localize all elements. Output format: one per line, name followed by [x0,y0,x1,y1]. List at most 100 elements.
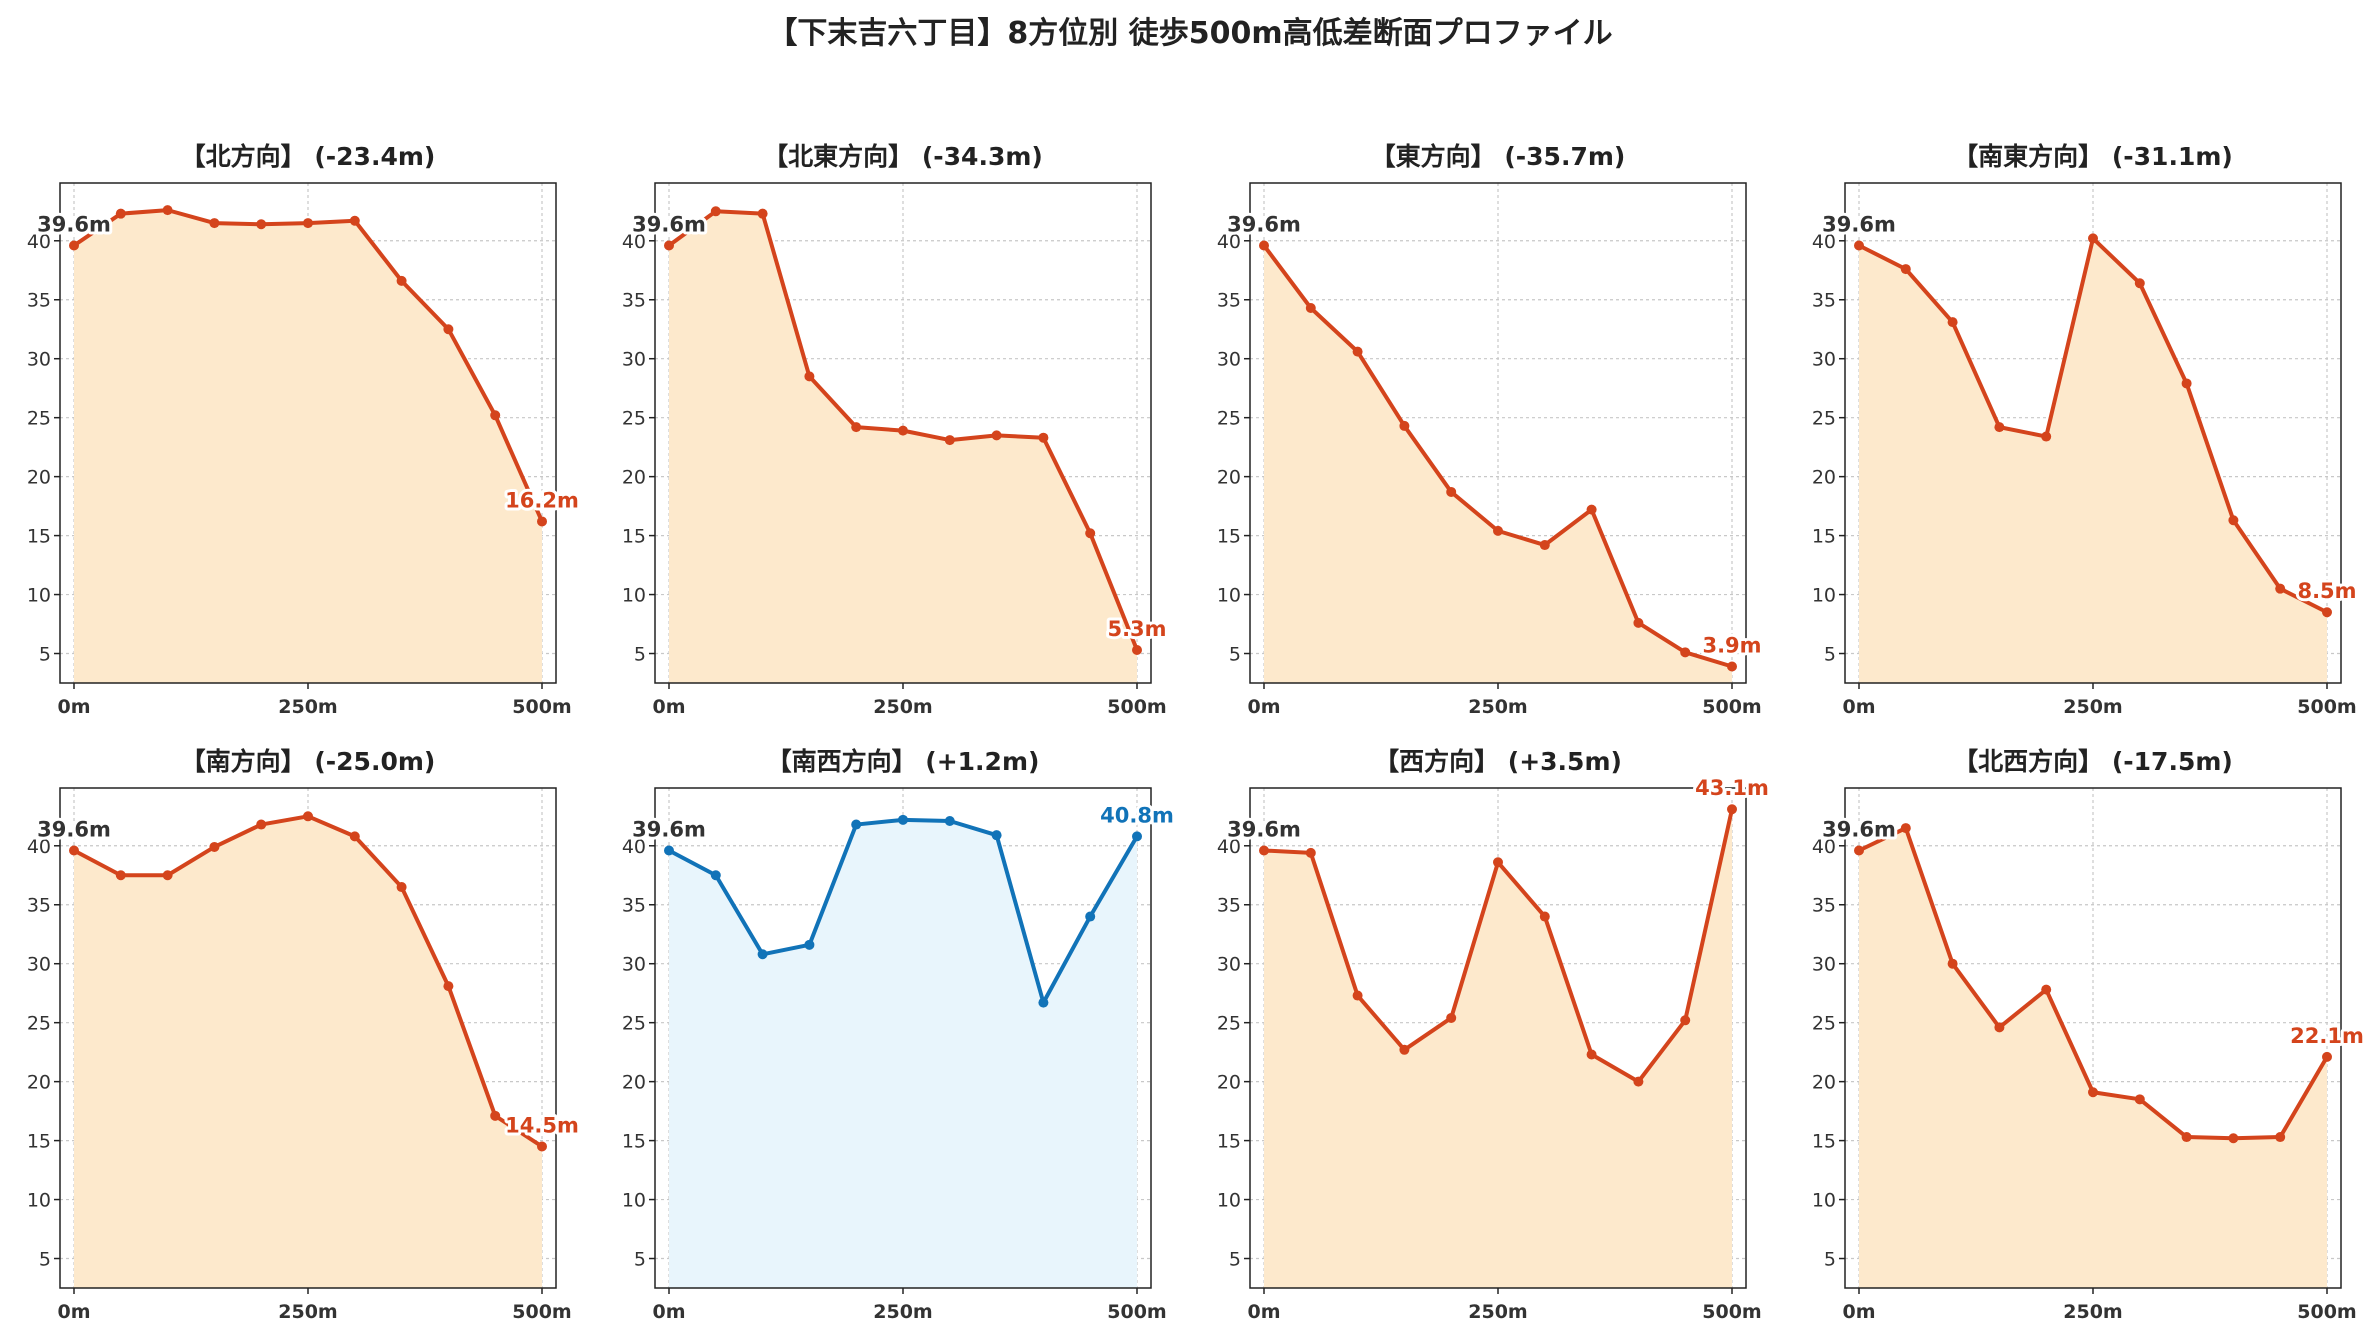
y-tick-label: 10 [27,1190,51,1212]
panel-title: 【北東方向】 (-34.3m) [763,142,1043,171]
figure-title: 【下末吉六丁目】8方位別 徒歩500m高低差断面プロファイル [767,16,1613,51]
profile-point [1994,1022,2005,1033]
y-tick-label: 20 [1217,1072,1241,1094]
end-elevation-label: 43.1m [1695,776,1769,800]
profile-point [2228,1133,2239,1144]
y-tick-label: 15 [1217,1131,1241,1153]
end-elevation-label: 40.8m [1100,803,1174,827]
profile-area-fill [669,211,1137,683]
y-tick-label: 40 [622,836,646,858]
x-tick-label: 250m [278,1301,337,1323]
profile-point [2088,1087,2098,1098]
profile-point [69,240,79,251]
y-tick-label: 5 [1229,644,1241,666]
profile-point [944,816,955,827]
y-tick-label: 20 [27,1072,51,1094]
profile-area-fill [74,210,542,684]
profile-point [2228,515,2239,526]
y-tick-label: 20 [1217,467,1241,489]
profile-point [1038,997,1049,1008]
profile-point [115,208,126,219]
x-tick-label: 250m [2063,1301,2122,1323]
profile-point [1305,303,1316,313]
profile-point [490,1110,501,1121]
y-tick-label: 5 [39,1249,51,1271]
profile-point [1727,661,1737,672]
profile-point [1446,486,1457,497]
y-tick-label: 30 [27,349,51,371]
x-tick-label: 0m [57,1301,90,1323]
profile-panel-4: 5 10 15 20 25 30 35 40 0m 250m 500m 【南東方向】 (-31.1m)… [1812,142,2360,718]
y-tick-label: 40 [27,231,51,253]
y-tick-label: 35 [1217,290,1241,312]
profile-point [1947,958,1958,969]
profile-point [1994,422,2005,433]
profile-point [1132,831,1142,842]
x-tick-label: 500m [1107,1301,1166,1323]
y-tick-label: 5 [634,1249,646,1271]
profile-panel-3: 5 10 15 20 25 30 35 40 0m 250m 500m 【東方向】 (-35.7m) 3… [1217,142,1765,718]
profile-point [537,516,547,527]
profile-point [537,1141,547,1152]
y-tick-label: 15 [622,1131,646,1153]
x-tick-label: 0m [652,696,685,718]
profile-point [1259,845,1269,856]
y-tick-label: 10 [622,1190,646,1212]
panel-title: 【西方向】 (+3.5m) [1374,747,1622,776]
profile-point [443,324,454,335]
y-tick-label: 30 [1812,349,1836,371]
profile-panel-2: 5 10 15 20 25 30 35 40 0m 250m 500m 【北東方向】 (-34.3m)… [622,142,1170,718]
panel-title: 【北西方向】 (-17.5m) [1953,747,2233,776]
y-tick-label: 15 [1217,526,1241,548]
end-elevation-label: 5.3m [1107,617,1166,641]
profile-point [1633,1076,1644,1087]
profile-point [1854,845,1864,856]
x-tick-label: 500m [2297,1301,2356,1323]
y-tick-label: 15 [622,526,646,548]
y-tick-label: 10 [1217,585,1241,607]
x-tick-label: 250m [278,696,337,718]
profile-point [1586,1049,1597,1060]
y-tick-label: 40 [1217,836,1241,858]
y-tick-label: 10 [1812,585,1836,607]
y-tick-label: 30 [622,954,646,976]
y-tick-label: 15 [27,1131,51,1153]
profile-point [1085,911,1096,922]
profile-point [851,819,862,830]
x-tick-label: 500m [512,1301,571,1323]
profile-panel-7: 5 10 15 20 25 30 35 40 0m 250m 500m 【西方向】 (+3.5m) 39… [1217,747,1772,1323]
profile-point [162,205,173,216]
profile-point [1539,911,1550,922]
y-tick-label: 30 [27,954,51,976]
x-tick-label: 0m [1247,1301,1280,1323]
y-tick-label: 10 [1812,1190,1836,1212]
profile-point [991,830,1002,841]
profile-point [303,218,313,229]
y-tick-label: 35 [622,290,646,312]
y-tick-label: 30 [1812,954,1836,976]
y-tick-label: 40 [622,231,646,253]
profile-point [115,870,126,881]
y-tick-label: 20 [1812,1072,1836,1094]
profile-point [2275,583,2286,594]
y-tick-label: 10 [27,585,51,607]
panel-title: 【南西方向】 (+1.2m) [767,747,1040,776]
start-elevation-label: 39.6m [632,213,706,237]
profile-point [69,845,79,856]
y-tick-label: 35 [1812,290,1836,312]
profile-point [1446,1012,1457,1023]
y-tick-label: 25 [1217,1013,1241,1035]
y-tick-label: 35 [1812,895,1836,917]
profile-point [209,841,220,852]
profile-point [2041,984,2052,995]
profile-panel-5: 5 10 15 20 25 30 35 40 0m 250m 500m 【南方向】 (-25.0m) 3… [27,747,582,1323]
x-tick-label: 0m [57,696,90,718]
y-tick-label: 15 [27,526,51,548]
profile-point [303,811,313,822]
start-elevation-label: 39.6m [1227,818,1301,842]
profile-point [898,425,908,436]
profile-point [2275,1132,2286,1143]
y-tick-label: 35 [1217,895,1241,917]
start-elevation-label: 39.6m [1822,213,1896,237]
end-elevation-label: 3.9m [1702,633,1761,657]
